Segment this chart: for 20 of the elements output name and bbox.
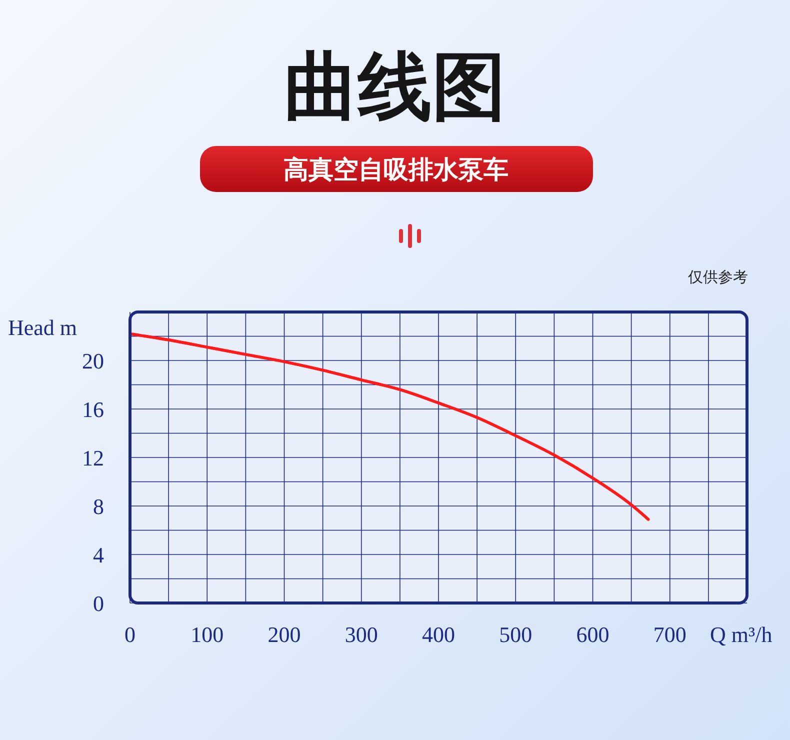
y-tick-label: 0 — [93, 591, 104, 616]
text: 仅供参考 — [688, 268, 748, 286]
x-tick-label: 500 — [499, 622, 532, 647]
x-tick-label: 300 — [344, 622, 378, 647]
x-tick-label: 200 — [268, 622, 301, 647]
chart-title: 曲线图 — [284, 44, 506, 130]
chart-subtitle: 高真空自吸排水泵车 — [284, 155, 508, 184]
y-tick-label: 20 — [82, 348, 104, 374]
y-tick-label: 8 — [93, 494, 104, 519]
x-tick-label: 0 — [124, 622, 136, 647]
y-tick-label: 12 — [82, 446, 104, 470]
y-axis-title: Head m — [8, 315, 78, 340]
y-tick-label: 4 — [93, 542, 104, 568]
y-tick-label: 16 — [82, 397, 104, 422]
line-series — [130, 332, 650, 521]
x-tick-label: 100 — [190, 622, 224, 647]
x-tick-label: 400 — [422, 622, 455, 647]
x-tick-label: 700 — [653, 622, 686, 647]
x-axis-title: Q m³/h — [710, 622, 772, 647]
x-tick-label: 600 — [576, 622, 610, 647]
